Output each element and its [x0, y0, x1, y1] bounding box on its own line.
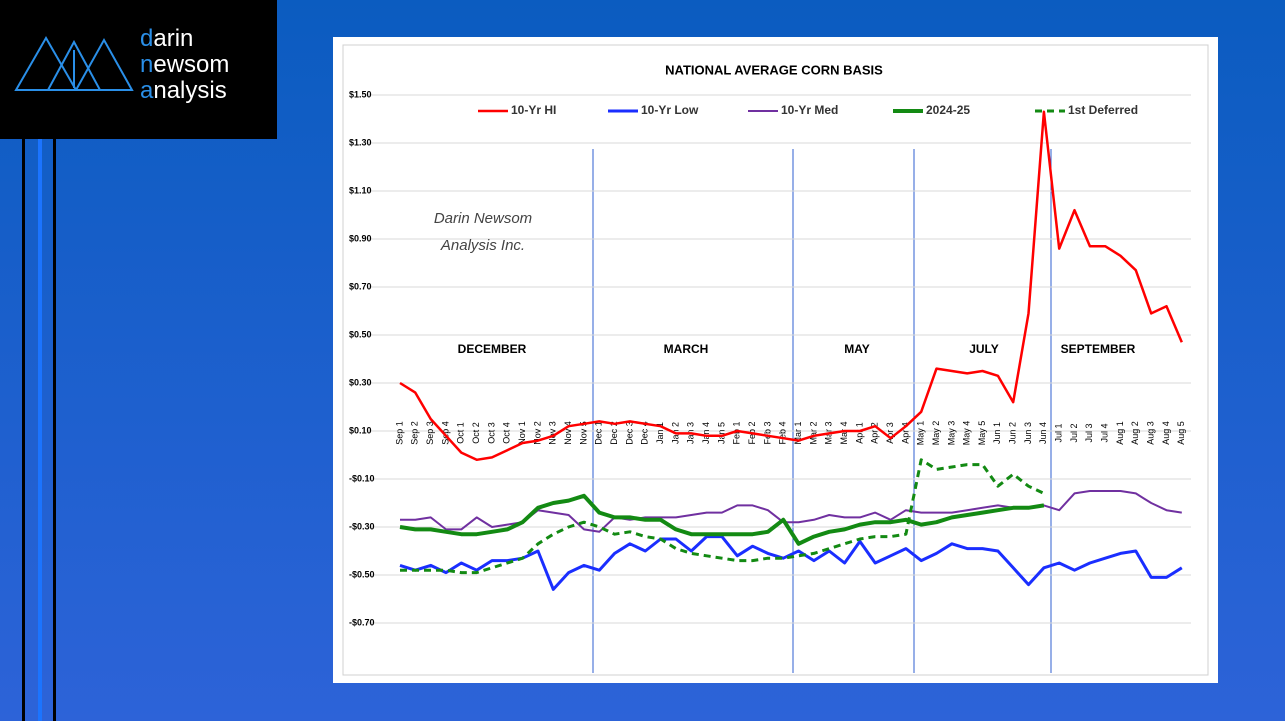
x-tick-label: May 1 — [916, 421, 926, 446]
x-tick-label: Nov 5 — [578, 421, 588, 445]
watermark: Analysis Inc. — [440, 237, 525, 254]
x-tick-label: Dec 2 — [609, 421, 619, 445]
legend-label: 1st Deferred — [1068, 103, 1138, 117]
x-tick-label: Dec 3 — [624, 421, 634, 445]
chart-card: NATIONAL AVERAGE CORN BASIS $1.50 $1.30 $1… — [333, 37, 1218, 683]
y-tick-label: $0.50 — [349, 329, 372, 339]
x-tick-label: Jul 1 — [1054, 423, 1064, 442]
legend-label: 2024-25 — [926, 103, 970, 117]
period-label: MAY — [844, 342, 870, 356]
x-tick-label: Nov 2 — [532, 421, 542, 445]
legend-label: 10-Yr Med — [781, 103, 838, 117]
logo: darin newsom analysis — [0, 0, 277, 139]
x-tick-label: Oct 3 — [486, 422, 496, 444]
logo-icon — [14, 35, 134, 91]
x-tick-label: Aug 1 — [1115, 421, 1125, 445]
x-tick-label: Feb 4 — [778, 421, 788, 444]
x-tick-label: Jul 3 — [1084, 423, 1094, 442]
series-line — [399, 535, 1183, 591]
y-tick-label: $1.50 — [349, 89, 372, 99]
x-tick-label: Aug 5 — [1176, 421, 1186, 445]
logo-word: darin — [140, 25, 194, 52]
x-tick-label: Sep 1 — [394, 421, 404, 445]
y-tick-label: $0.10 — [349, 425, 372, 435]
x-tick-label: Jun 3 — [1023, 422, 1033, 444]
period-label: JULY — [969, 342, 999, 356]
x-tick-label: Apr 4 — [900, 422, 910, 444]
plot-border — [342, 44, 1209, 676]
x-tick-label: Oct 4 — [502, 422, 512, 444]
x-tick-label: Sep 3 — [425, 421, 435, 445]
x-tick-label: Apr 3 — [885, 422, 895, 444]
decor-bar — [53, 139, 56, 721]
x-tick-label: Feb 3 — [762, 421, 772, 444]
chart: NATIONAL AVERAGE CORN BASIS $1.50 $1.30 $1… — [342, 44, 1209, 676]
y-tick-label: $0.70 — [349, 281, 372, 291]
x-tick-label: Oct 2 — [471, 422, 481, 444]
x-tick-label: Mar 4 — [839, 421, 849, 444]
decor-bar — [38, 139, 42, 721]
series-line — [399, 110, 1183, 462]
y-tick-label: -$0.50 — [349, 569, 375, 579]
x-tick-label: Jun 1 — [992, 422, 1002, 444]
legend-label: 10-Yr Low — [641, 103, 699, 117]
y-tick-label: $0.90 — [349, 233, 372, 243]
x-tick-label: Sep 4 — [440, 421, 450, 445]
x-tick-label: Jan 5 — [716, 422, 726, 444]
x-tick-label: Dec 4 — [640, 421, 650, 445]
x-tick-label: Aug 4 — [1161, 421, 1171, 445]
y-tick-label: $0.30 — [349, 377, 372, 387]
logo-word: analysis — [140, 77, 227, 104]
x-tick-label: Apr 2 — [870, 422, 880, 444]
x-tick-label: Jun 2 — [1008, 422, 1018, 444]
x-tick-label: Jan 1 — [655, 422, 665, 444]
period-dividers — [592, 149, 1052, 673]
x-tick-label: Dec 1 — [594, 421, 604, 445]
x-tick-label: Nov 1 — [517, 421, 527, 445]
series-line — [400, 458, 1045, 575]
y-tick-label: $1.10 — [349, 185, 372, 195]
y-tick-label: $1.30 — [349, 137, 372, 147]
x-tick-label: Oct 1 — [456, 422, 466, 444]
x-tick-label: May 5 — [977, 421, 987, 446]
x-tick-label: Mar 1 — [793, 421, 803, 444]
x-tick-label: Jul 4 — [1100, 423, 1110, 442]
period-label: SEPTEMBER — [1061, 342, 1136, 356]
x-tick-label: Jan 4 — [701, 422, 711, 444]
legend-label: 10-Yr HI — [511, 103, 556, 117]
x-tick-label: Mar 2 — [808, 421, 818, 444]
y-tick-label: -$0.30 — [349, 521, 375, 531]
y-tick-label: -$0.10 — [349, 473, 375, 483]
period-label: MARCH — [664, 342, 709, 356]
logo-word: newsom — [140, 51, 230, 78]
x-tick-label: Jul 2 — [1069, 423, 1079, 442]
x-tick-label: Aug 2 — [1130, 421, 1140, 445]
x-tick-label: Aug 3 — [1146, 421, 1156, 445]
x-tick-label: Apr 1 — [854, 422, 864, 444]
x-tick-label: Sep 2 — [410, 421, 420, 445]
series-line — [399, 493, 1045, 546]
y-tick-label: -$0.70 — [349, 617, 375, 627]
x-tick-label: May 2 — [931, 421, 941, 446]
decor-bar — [22, 139, 25, 721]
watermark: Darin Newsom — [434, 210, 532, 227]
period-label: DECEMBER — [458, 342, 527, 356]
x-tick-label: May 3 — [946, 421, 956, 446]
x-tick-label: Jun 4 — [1038, 422, 1048, 444]
chart-title: NATIONAL AVERAGE CORN BASIS — [665, 62, 883, 77]
x-tick-label: Feb 1 — [732, 421, 742, 444]
x-tick-label: May 4 — [962, 421, 972, 446]
x-tick-label: Nov 3 — [548, 421, 558, 445]
x-tick-label: Nov 4 — [563, 421, 573, 445]
